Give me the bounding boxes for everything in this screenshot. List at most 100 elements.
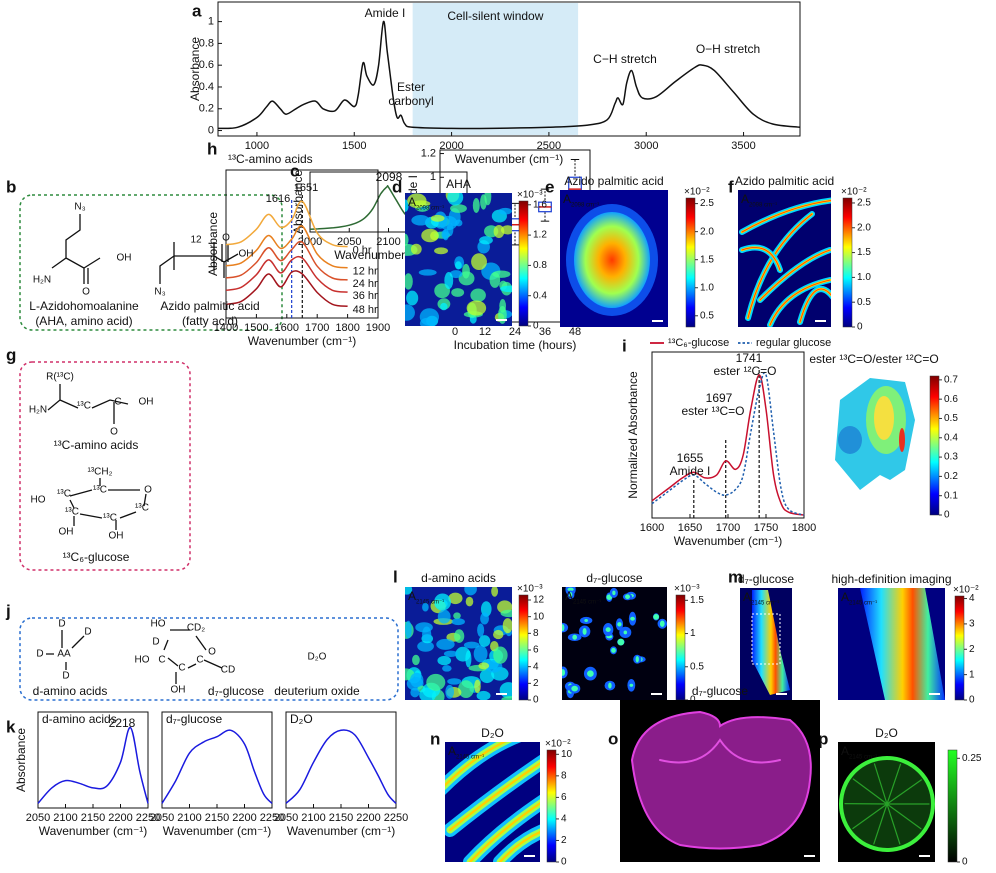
colorbar-tick-label: 4 bbox=[533, 661, 539, 672]
colorbar bbox=[685, 197, 696, 328]
image-feature bbox=[447, 678, 462, 685]
image-feature bbox=[442, 665, 452, 672]
image-feature bbox=[437, 655, 452, 666]
image-title: high-definition imaging bbox=[831, 572, 951, 586]
x-tick-label: 12 bbox=[479, 326, 491, 338]
colorbar-tick-label: 0.5 bbox=[700, 310, 714, 321]
structure-atom: CD₂ bbox=[187, 623, 205, 634]
colorbar-tick-label: 0.4 bbox=[533, 290, 547, 301]
x-tick-label: 2050 bbox=[337, 236, 361, 248]
colorbar-tick-label: 8 bbox=[561, 770, 567, 781]
band-label: Cell-silent window bbox=[447, 9, 543, 23]
image-feature bbox=[562, 669, 566, 676]
image-title: d₇-glucose bbox=[586, 571, 642, 585]
image-feature bbox=[465, 596, 474, 607]
colorbar-tick-label: 6 bbox=[533, 645, 539, 656]
image-feature bbox=[493, 629, 504, 640]
x-tick-label: 2100 bbox=[53, 812, 77, 824]
x-tick-label: 2500 bbox=[537, 140, 561, 152]
data-line bbox=[37, 726, 149, 804]
image-feature bbox=[449, 270, 463, 279]
image-feature bbox=[466, 300, 487, 316]
image-symbol: A bbox=[743, 590, 751, 604]
image-title: d₇-glucose bbox=[692, 684, 748, 698]
colorbar bbox=[518, 200, 529, 327]
colorbar bbox=[546, 749, 557, 863]
structure-atom: D bbox=[58, 619, 65, 630]
annotation: ester ¹²C=O bbox=[713, 364, 776, 378]
image-feature bbox=[611, 647, 616, 653]
annotation: Ester bbox=[397, 80, 425, 94]
image-feature bbox=[759, 249, 831, 301]
image-feature bbox=[838, 426, 862, 454]
image-feature bbox=[571, 685, 578, 692]
image bbox=[838, 588, 945, 700]
structure-atom: ¹³C bbox=[77, 401, 91, 412]
image-feature bbox=[405, 233, 409, 246]
image-feature bbox=[741, 247, 781, 271]
image-feature bbox=[405, 273, 413, 290]
image-feature bbox=[741, 200, 831, 233]
data-line bbox=[225, 240, 348, 281]
structure-caption: Azido palmitic acid bbox=[160, 299, 259, 313]
structure-atom: ¹³C bbox=[135, 503, 149, 514]
structure-atom: ¹³CH₂ bbox=[88, 467, 113, 478]
annotation: ester ¹³C=O bbox=[681, 404, 744, 418]
x-tick-label: 1800 bbox=[335, 322, 359, 334]
image-feature bbox=[417, 640, 434, 652]
image-feature bbox=[434, 593, 452, 611]
colorbar-exponent: ×10⁻² bbox=[841, 187, 867, 198]
y-tick-label: 1.2 bbox=[421, 147, 436, 159]
image-symbol: A bbox=[841, 590, 849, 604]
structure-atom: R(¹³C) bbox=[46, 372, 74, 383]
image-feature bbox=[623, 630, 628, 635]
structure-atom: C bbox=[114, 397, 121, 408]
data-line bbox=[217, 20, 801, 130]
structure-atom: HO bbox=[151, 619, 166, 630]
panel-label: e bbox=[545, 177, 554, 196]
structure-atom: ¹³C bbox=[93, 485, 107, 496]
colorbar bbox=[947, 749, 958, 863]
band bbox=[412, 3, 579, 135]
image-feature bbox=[500, 285, 512, 293]
x-axis-label: Wavenumber (cm⁻¹) bbox=[455, 152, 564, 166]
plot-frame bbox=[217, 1, 801, 137]
image-feature bbox=[498, 207, 512, 215]
image-symbol: A bbox=[565, 589, 573, 603]
structure-caption: d-amino acids bbox=[33, 684, 108, 698]
image-title: Azido palmitic acid bbox=[564, 174, 663, 188]
image-feature bbox=[410, 672, 424, 688]
image-symbol: A bbox=[448, 744, 456, 758]
image-feature bbox=[852, 778, 888, 805]
structure-atom: CD bbox=[221, 665, 235, 676]
colorbar-tick-label: 0.6 bbox=[944, 394, 958, 405]
structure-caption: L-Azidohomoalanine bbox=[29, 299, 139, 313]
y-tick-label: 0 bbox=[208, 124, 214, 136]
panel-label: o bbox=[608, 729, 618, 748]
x-tick-label: 2150 bbox=[81, 812, 105, 824]
skeleton bbox=[47, 384, 129, 424]
panel-label: j bbox=[5, 601, 11, 620]
colorbar-tick-label: 0.4 bbox=[944, 432, 958, 443]
image-feature bbox=[498, 830, 540, 862]
structure-atom: C bbox=[178, 663, 185, 674]
image-feature bbox=[443, 650, 458, 657]
data-line bbox=[225, 200, 348, 248]
image bbox=[562, 587, 667, 700]
x-tick-label: 1750 bbox=[754, 522, 778, 534]
image-feature bbox=[405, 304, 415, 321]
colorbar-tick-label: 2.5 bbox=[857, 198, 871, 209]
image-feature bbox=[493, 646, 508, 664]
image-feature bbox=[886, 779, 922, 805]
y-tick-label: 0.6 bbox=[199, 59, 214, 71]
image-feature bbox=[458, 271, 475, 286]
chart-title: D₂O bbox=[290, 712, 313, 726]
image-feature bbox=[411, 215, 430, 226]
image-feature bbox=[464, 587, 477, 596]
image-feature bbox=[453, 612, 461, 620]
colorbar-tick-label: 6 bbox=[561, 792, 567, 803]
image bbox=[620, 700, 820, 862]
x-axis-label: Wavenumber (cm⁻¹) bbox=[39, 824, 148, 838]
image-feature bbox=[406, 290, 419, 306]
colorbar-tick-label: 0.3 bbox=[944, 452, 958, 463]
